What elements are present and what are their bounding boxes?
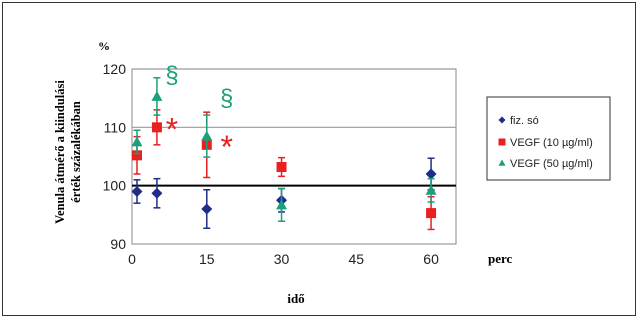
annotations-layer: § § * * bbox=[165, 62, 233, 165]
legend-entry-label: VEGF (10 µg/ml) bbox=[510, 137, 593, 149]
square-marker bbox=[131, 150, 142, 161]
series-2 bbox=[131, 77, 437, 222]
square-marker bbox=[426, 208, 437, 219]
y-tick-label: 120 bbox=[103, 61, 127, 77]
gridlines bbox=[132, 68, 456, 128]
y-tick-label: 110 bbox=[104, 119, 127, 135]
diamond-marker bbox=[131, 186, 143, 197]
x-tick-label: 60 bbox=[423, 251, 439, 267]
y-tick-label: 100 bbox=[103, 178, 127, 194]
y-axis-label-line2: érték százalékában bbox=[69, 101, 83, 203]
triangle-marker bbox=[201, 130, 213, 141]
square-marker bbox=[151, 122, 162, 133]
x-unit-label: perc bbox=[488, 251, 513, 266]
diamond-marker bbox=[498, 116, 506, 124]
diamond-marker bbox=[151, 187, 163, 199]
y-axis-label-line1: Venula átmérő a kiindulási bbox=[53, 80, 67, 224]
triangle-marker bbox=[151, 90, 163, 101]
y-unit-label: % bbox=[98, 39, 110, 53]
significance-section-mark: § bbox=[220, 85, 233, 112]
significance-star: * bbox=[220, 129, 232, 165]
y-tick-label: 90 bbox=[110, 236, 126, 252]
triangle-marker bbox=[131, 136, 143, 147]
legend-entry-label: fiz. só bbox=[510, 115, 539, 127]
x-tick-label: 0 bbox=[128, 251, 136, 267]
x-axis-ticks: 0 15 30 45 60 bbox=[128, 251, 439, 267]
x-tick-label: 45 bbox=[349, 251, 365, 267]
diamond-marker bbox=[425, 168, 437, 180]
triangle-marker bbox=[425, 184, 437, 195]
diamond-marker bbox=[201, 203, 213, 215]
triangle-marker bbox=[276, 199, 288, 210]
square-marker bbox=[498, 138, 506, 146]
triangle-marker bbox=[498, 159, 506, 166]
legend-entry-label: VEGF (50 µg/ml) bbox=[510, 158, 593, 170]
y-axis-ticks: 90 100 110 120 bbox=[103, 61, 127, 252]
x-axis-label: idő bbox=[287, 291, 305, 306]
legend-box bbox=[486, 96, 611, 181]
x-tick-label: 30 bbox=[274, 251, 290, 267]
series-layer bbox=[131, 77, 437, 231]
x-tick-label: 15 bbox=[199, 251, 215, 267]
plot-area bbox=[131, 68, 457, 245]
legend: fiz. só VEGF (10 µg/ml) VEGF (50 µg/ml) bbox=[498, 115, 593, 170]
square-marker bbox=[276, 162, 287, 172]
significance-section-mark: § bbox=[165, 62, 178, 89]
significance-star: * bbox=[166, 111, 178, 147]
